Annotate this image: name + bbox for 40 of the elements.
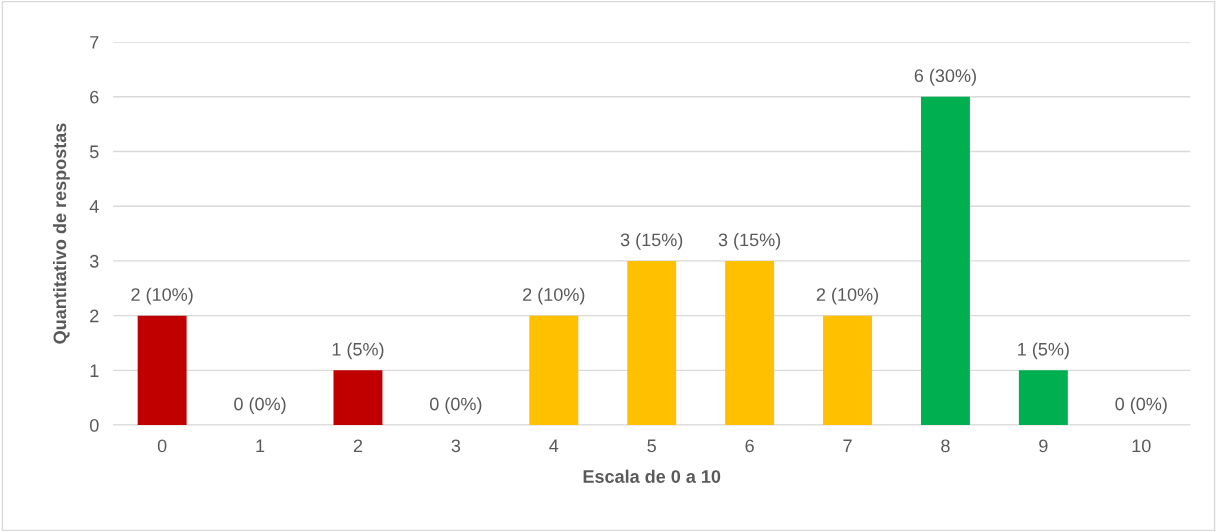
- y-tick-label: 5: [89, 145, 99, 159]
- x-tick-label: 9: [1039, 439, 1048, 453]
- bar: [725, 260, 775, 426]
- data-label: 0 (0%): [429, 397, 482, 414]
- x-tick-label: 1: [256, 439, 265, 453]
- data-label: 3 (15%): [620, 232, 683, 250]
- data-label: 2 (10%): [816, 287, 879, 305]
- y-tick-label: 7: [90, 36, 99, 49]
- bar: [333, 370, 383, 426]
- y-tick-label: 4: [89, 200, 99, 213]
- y-tick-label: 1: [90, 364, 99, 377]
- data-label: 0 (0%): [234, 397, 286, 414]
- data-label: 2 (10%): [131, 287, 193, 305]
- bar: [823, 315, 873, 426]
- y-axis-title: Quantitativo de respostas: [52, 123, 70, 344]
- x-tick-label: 2: [353, 439, 363, 453]
- bar: [137, 315, 187, 426]
- data-label: 3 (15%): [718, 232, 781, 250]
- y-tick-label: 3: [89, 254, 99, 268]
- data-label: 6 (30%): [914, 68, 976, 86]
- bar: [1018, 370, 1068, 426]
- bar: [627, 260, 677, 426]
- data-label: 1 (5%): [332, 342, 384, 360]
- y-tick-label: 6: [90, 90, 99, 104]
- x-tick-label: 3: [451, 439, 461, 453]
- data-label: 1 (5%): [1018, 342, 1069, 360]
- x-tick-label: 10: [1132, 439, 1151, 453]
- x-tick-label: 7: [843, 439, 852, 453]
- x-axis-title: Escala de 0 a 10: [583, 469, 721, 483]
- bar: [529, 315, 579, 426]
- x-tick-label: 8: [941, 439, 950, 453]
- x-tick-label: 5: [647, 439, 656, 453]
- x-tick-label: 0: [157, 439, 167, 453]
- x-tick-label: 6: [745, 439, 754, 453]
- data-label: 2 (10%): [523, 287, 585, 305]
- x-tick-label: 4: [549, 439, 559, 453]
- y-tick-label: 0: [89, 419, 99, 432]
- y-tick-label: 2: [90, 309, 99, 323]
- bar: [920, 96, 970, 426]
- data-label: 0 (0%): [1115, 397, 1167, 414]
